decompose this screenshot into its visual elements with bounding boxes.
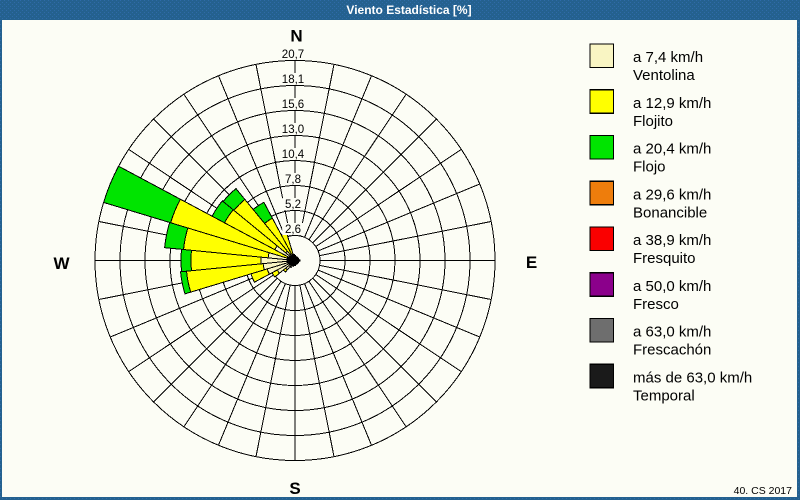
svg-text:E: E: [526, 253, 537, 272]
svg-text:W: W: [53, 254, 70, 273]
svg-text:S: S: [289, 479, 300, 498]
svg-text:2,6: 2,6: [285, 224, 301, 236]
svg-text:10,4: 10,4: [282, 149, 305, 161]
svg-text:18,1: 18,1: [282, 74, 304, 86]
svg-text:13,0: 13,0: [282, 124, 304, 136]
svg-text:a 63,0 km/h: a 63,0 km/h: [633, 324, 711, 341]
svg-text:Temporal: Temporal: [633, 387, 695, 404]
svg-text:5,2: 5,2: [285, 199, 301, 211]
svg-text:Bonancible: Bonancible: [633, 204, 707, 221]
svg-text:a 20,4 km/h: a 20,4 km/h: [633, 141, 711, 158]
svg-text:Ventolina: Ventolina: [633, 67, 695, 84]
svg-text:Frescachón: Frescachón: [633, 342, 711, 359]
svg-text:20,7: 20,7: [282, 49, 304, 61]
svg-text:a 50,0 km/h: a 50,0 km/h: [633, 278, 711, 295]
svg-text:Fresquito: Fresquito: [633, 250, 696, 267]
svg-text:40. CS 2017: 40. CS 2017: [734, 485, 793, 497]
svg-text:7,8: 7,8: [285, 174, 301, 186]
svg-text:Fresco: Fresco: [633, 296, 679, 313]
svg-text:N: N: [290, 27, 302, 46]
svg-text:a 38,9 km/h: a 38,9 km/h: [633, 232, 711, 249]
svg-text:15,6: 15,6: [282, 99, 304, 111]
svg-text:a 29,6 km/h: a 29,6 km/h: [633, 186, 711, 203]
svg-text:a 12,9 km/h: a 12,9 km/h: [633, 95, 711, 112]
svg-text:a 7,4 km/h: a 7,4 km/h: [633, 49, 703, 66]
svg-text:Flojo: Flojo: [633, 159, 666, 176]
svg-text:Viento Estadística [%]: Viento Estadística [%]: [346, 3, 471, 17]
svg-text:Flojito: Flojito: [633, 113, 673, 130]
svg-text:más de 63,0 km/h: más de 63,0 km/h: [633, 369, 752, 386]
